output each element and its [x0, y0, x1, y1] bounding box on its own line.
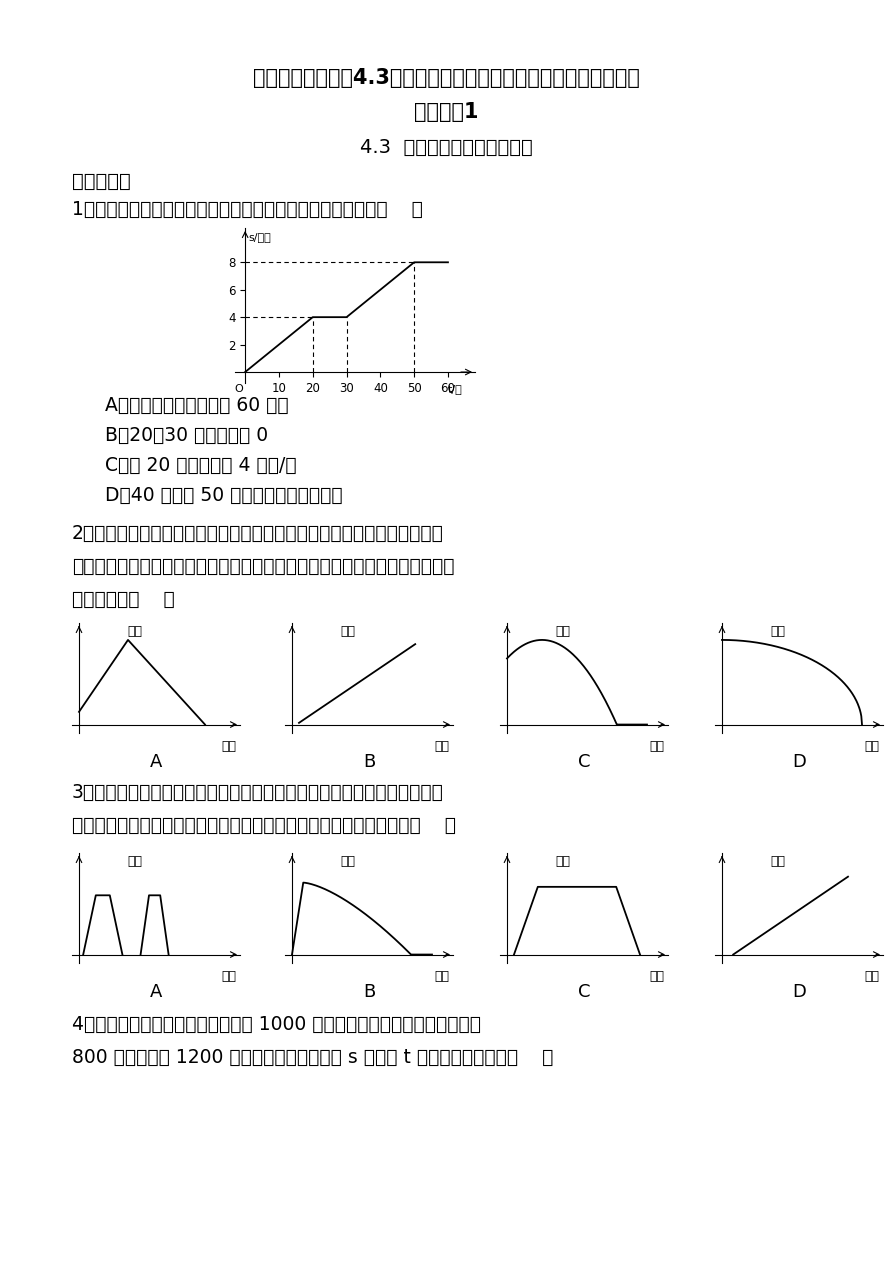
Text: 速度: 速度 — [341, 854, 356, 868]
Text: D．40 分钟与 50 分钟时速度是不相同的: D．40 分钟与 50 分钟时速度是不相同的 — [105, 486, 343, 505]
Text: 开始减速，而最后停下，下面哪一副图可以近似地刻画出以上情况：（    ）: 开始减速，而最后停下，下面哪一副图可以近似地刻画出以上情况：（ ） — [72, 817, 456, 835]
Text: 时间: 时间 — [221, 969, 236, 983]
Text: B．20～30 分时速度为 0: B．20～30 分时速度为 0 — [105, 427, 268, 445]
Text: 高度: 高度 — [556, 625, 571, 637]
Text: 800 米，再前进 1200 米，则他离起点的距离 s 与时间 t 的关系示意图是：（    ）: 800 米，再前进 1200 米，则他离起点的距离 s 与时间 t 的关系示意图… — [72, 1047, 553, 1066]
Text: 4.3  用图象表示的变量间关系: 4.3 用图象表示的变量间关系 — [359, 138, 533, 156]
Text: D: D — [792, 983, 806, 1001]
Text: C．前 20 分钟速度为 4 千米/时: C．前 20 分钟速度为 4 千米/时 — [105, 456, 297, 475]
Text: 速度: 速度 — [128, 854, 143, 868]
Text: 速度: 速度 — [556, 854, 571, 868]
Text: s/千米: s/千米 — [249, 232, 271, 242]
Text: A: A — [150, 983, 162, 1001]
Text: B: B — [363, 753, 376, 771]
Text: 时间: 时间 — [221, 740, 236, 752]
Text: t/分: t/分 — [448, 385, 463, 394]
Text: A: A — [150, 753, 162, 771]
Text: 高度: 高度 — [771, 625, 786, 637]
Text: 4．小李骑车沿直线旅行，先前进了 1000 米，休息了一段时间，又原路返回: 4．小李骑车沿直线旅行，先前进了 1000 米，休息了一段时间，又原路返回 — [72, 1015, 481, 1034]
Text: 时间: 时间 — [649, 969, 665, 983]
Text: C: C — [578, 983, 591, 1001]
Text: 时间: 时间 — [864, 969, 880, 983]
Text: 3．小明一出校门先加速行驶，然后匀速行驶一段后，在距家门不远的地方: 3．小明一出校门先加速行驶，然后匀速行驶一段后，在距家门不远的地方 — [72, 782, 444, 801]
Text: B: B — [363, 983, 376, 1001]
Text: 1．如图是某人骑自行车出行的图象，从图象中得知正确信息（    ）: 1．如图是某人骑自行车出行的图象，从图象中得知正确信息（ ） — [72, 199, 423, 220]
Text: 时间: 时间 — [434, 969, 450, 983]
Text: C: C — [578, 753, 591, 771]
Text: 七年级数学下册《4.3用图象表示的变量间关系》第二课时同步练习: 七年级数学下册《4.3用图象表示的变量间关系》第二课时同步练习 — [252, 68, 640, 88]
Text: 一、选择题: 一、选择题 — [72, 172, 131, 191]
Text: D: D — [792, 753, 806, 771]
Text: 间的关系？（    ）: 间的关系？（ ） — [72, 591, 175, 610]
Text: 时间: 时间 — [864, 740, 880, 752]
Text: 2．同学们，你们喜欢打篮球吗？你还记得投篮时篮球出手后在空中飞行的: 2．同学们，你们喜欢打篮球吗？你还记得投篮时篮球出手后在空中飞行的 — [72, 524, 444, 543]
Text: 时间: 时间 — [649, 740, 665, 752]
Text: 速度: 速度 — [771, 854, 786, 868]
Text: 题及答案1: 题及答案1 — [414, 102, 478, 122]
Text: 时间: 时间 — [434, 740, 450, 752]
Text: 高度: 高度 — [128, 625, 143, 637]
Text: O: O — [234, 385, 243, 394]
Text: 路线吗？那就请你选一下哪幅图可以反映出篮球的离地高度与投出后的时间之: 路线吗？那就请你选一下哪幅图可以反映出篮球的离地高度与投出后的时间之 — [72, 557, 455, 575]
Text: 高度: 高度 — [341, 625, 356, 637]
Text: A．从起点到终点共用了 60 分钟: A．从起点到终点共用了 60 分钟 — [105, 396, 289, 415]
